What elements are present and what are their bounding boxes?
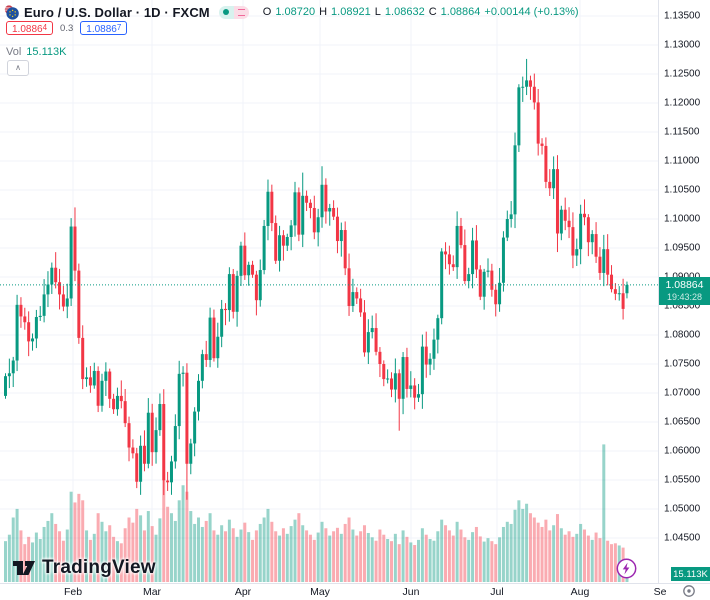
open-value: 1.08720 bbox=[275, 6, 316, 18]
price-axis-label: 1.05500 bbox=[664, 474, 701, 486]
open-label: O bbox=[262, 6, 272, 18]
spread-value: 0.3 bbox=[60, 22, 74, 34]
buy-ask-button[interactable]: 1.08867 bbox=[80, 21, 128, 35]
price-axis-label: 1.04500 bbox=[664, 532, 701, 544]
eurusd-pair-icon bbox=[4, 4, 19, 20]
price-axis-label: 1.10500 bbox=[664, 184, 701, 196]
high-value: 1.08921 bbox=[331, 6, 371, 18]
sell-bid-button[interactable]: 1.08864 bbox=[6, 21, 54, 35]
price-axis-label: 1.12500 bbox=[664, 68, 701, 80]
time-axis-label: May bbox=[310, 586, 330, 598]
price-axis-label: 1.06000 bbox=[664, 445, 701, 457]
price-axis-label: 1.09500 bbox=[664, 242, 701, 254]
close-value: 1.08864 bbox=[440, 6, 481, 18]
low-value: 1.08632 bbox=[384, 6, 425, 18]
axis-settings-icon[interactable] bbox=[682, 584, 696, 598]
quote-row: 1.08864 0.3 1.08867 bbox=[6, 21, 128, 35]
ohlc-readout: O 1.08720 H 1.08921 L 1.08632 C 1.08864 +0.0… bbox=[263, 6, 579, 18]
price-axis-label: 1.08000 bbox=[664, 329, 701, 341]
volume-value: 15.113K bbox=[26, 46, 67, 58]
flash-boost-button[interactable] bbox=[616, 558, 637, 579]
time-axis-label: Apr bbox=[234, 586, 252, 598]
symbol-title[interactable]: Euro / U.S. Dollar · 1D · FXCM bbox=[24, 4, 210, 20]
volume-legend[interactable]: Vol 15.113K bbox=[6, 46, 66, 58]
bar-countdown: 19:43:28 bbox=[666, 291, 703, 302]
time-axis-label: Jun bbox=[402, 586, 420, 598]
tradingview-logo-icon bbox=[13, 560, 35, 575]
close-label: C bbox=[428, 6, 437, 18]
price-axis-label: 1.10000 bbox=[664, 213, 701, 225]
high-label: H bbox=[319, 6, 328, 18]
tradingview-wordmark: TradingView bbox=[42, 557, 156, 578]
time-axis-label: Feb bbox=[63, 586, 83, 598]
collapse-legend-button[interactable]: ∧ bbox=[7, 60, 29, 76]
current-price-badge: 1.08864 19:43:28 bbox=[659, 276, 710, 305]
current-volume-badge: 15.113K bbox=[671, 567, 710, 581]
price-axis-label: 1.13500 bbox=[664, 10, 701, 22]
price-axis-label: 1.07000 bbox=[664, 387, 701, 399]
price-axis-label: 1.12000 bbox=[664, 97, 701, 109]
time-axis[interactable]: Feb Mar Apr May Jun Jul Aug Se bbox=[0, 583, 710, 600]
price-axis-label: 1.11500 bbox=[664, 126, 700, 138]
time-axis-label: Mar bbox=[142, 586, 162, 598]
low-label: L bbox=[374, 6, 381, 18]
current-price-value: 1.08864 bbox=[665, 278, 704, 291]
market-status-pill[interactable] bbox=[218, 5, 249, 19]
tradingview-watermark[interactable]: TradingView bbox=[12, 557, 156, 579]
volume-label: Vol bbox=[6, 46, 22, 58]
change-value: +0.00144 (+0.13%) bbox=[484, 6, 579, 18]
price-axis-label: 1.06500 bbox=[664, 416, 701, 428]
time-axis-label: Se bbox=[653, 586, 667, 598]
symbol-header[interactable]: Euro / U.S. Dollar · 1D · FXCM O 1.08720 … bbox=[4, 3, 579, 21]
price-axis-label: 1.08500 bbox=[664, 300, 701, 312]
price-axis-label: 1.11000 bbox=[664, 155, 700, 167]
price-axis-label: 1.13000 bbox=[664, 39, 701, 51]
time-axis-label: Jul bbox=[490, 586, 504, 598]
price-axis-label: 1.07500 bbox=[664, 358, 701, 370]
delayed-data-icon bbox=[233, 5, 249, 19]
realtime-dot-icon bbox=[218, 5, 234, 19]
time-axis-label: Aug bbox=[570, 586, 590, 598]
price-axis-label: 1.05000 bbox=[664, 503, 701, 515]
